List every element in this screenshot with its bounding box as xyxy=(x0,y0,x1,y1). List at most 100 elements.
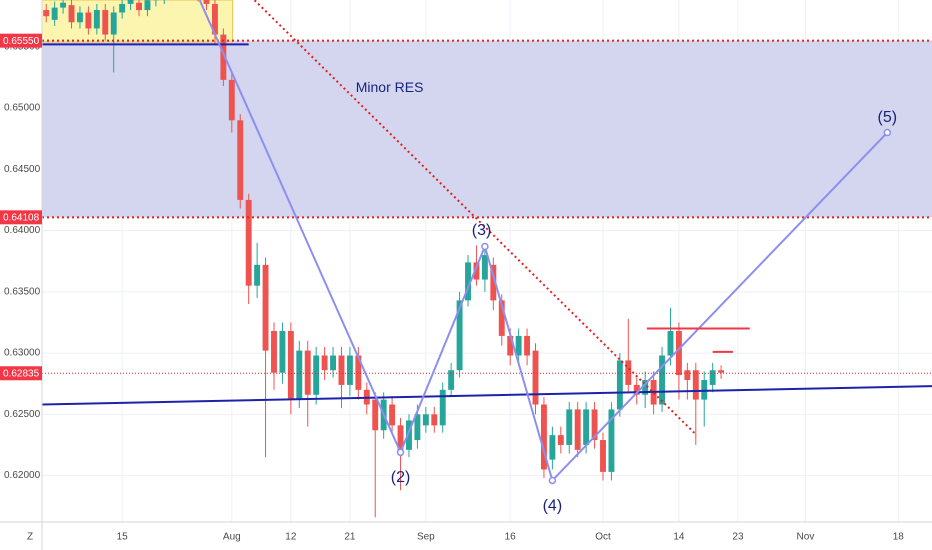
price-label-box xyxy=(0,366,42,381)
axis-icon: Z xyxy=(27,532,33,543)
x-tick-label: Nov xyxy=(797,532,815,543)
x-tick-label: Oct xyxy=(595,532,611,543)
annotation: (2) xyxy=(391,469,411,486)
candle-body xyxy=(279,331,286,373)
candle-body xyxy=(574,409,581,450)
candle-body xyxy=(85,12,92,29)
candle-body xyxy=(422,414,429,426)
candle-body xyxy=(431,414,438,426)
drawing-line xyxy=(42,385,932,406)
candle-body xyxy=(557,435,564,445)
price-label: 0.62835 xyxy=(3,368,40,379)
candle-body xyxy=(321,355,328,371)
candle-body xyxy=(507,335,514,356)
candle-body xyxy=(136,2,142,11)
candle-body xyxy=(346,355,353,385)
annotation: (4) xyxy=(543,497,563,514)
candle-body xyxy=(465,262,471,301)
candle-body xyxy=(625,360,632,385)
x-tick-label: 12 xyxy=(285,532,297,543)
wave-point xyxy=(883,128,892,137)
candle-body xyxy=(51,7,58,20)
candle-body xyxy=(406,420,412,450)
candle-body xyxy=(414,414,421,441)
price-label-box xyxy=(0,210,42,225)
candle-body xyxy=(456,300,463,371)
candle-body xyxy=(60,2,67,8)
candle-body xyxy=(211,3,218,35)
candle-body xyxy=(439,389,446,426)
candle-body xyxy=(355,355,362,390)
candle-body xyxy=(616,360,623,410)
candle-body xyxy=(271,331,277,373)
candle-body xyxy=(102,10,109,35)
candle-body xyxy=(330,355,336,371)
candle-body xyxy=(389,404,396,426)
candle-body xyxy=(203,0,210,4)
x-tick-label: 23 xyxy=(732,532,744,543)
candle-body xyxy=(524,335,531,356)
resistance-zone xyxy=(42,40,932,218)
candle-body xyxy=(287,331,294,400)
y-tick-label: 0.62000 xyxy=(4,470,41,481)
price-label: 0.65550 xyxy=(3,36,40,47)
candle-body xyxy=(144,0,151,11)
candle-body xyxy=(591,409,598,441)
candle-body xyxy=(245,199,252,286)
candle-body xyxy=(600,440,606,472)
price-label-box xyxy=(0,33,42,48)
candle-body xyxy=(659,355,665,405)
wave-point xyxy=(396,448,405,457)
candle-body xyxy=(701,380,708,400)
y-tick-label: 0.64000 xyxy=(4,225,41,236)
candle-body xyxy=(481,255,488,280)
candle-body xyxy=(228,79,235,121)
candle-body xyxy=(692,370,699,400)
price-label: 0.64108 xyxy=(3,212,40,223)
candle-body xyxy=(119,3,126,13)
x-tick-label: 21 xyxy=(344,532,356,543)
candle-body xyxy=(313,355,320,395)
candle-body xyxy=(549,435,556,460)
candle-body xyxy=(77,12,83,23)
candle-body xyxy=(684,370,691,381)
wave-point xyxy=(548,476,557,485)
candle-body xyxy=(220,34,227,80)
y-tick-label: 0.64500 xyxy=(4,164,41,175)
candle-body xyxy=(583,409,590,445)
x-tick-label: 14 xyxy=(673,532,685,543)
candle-body xyxy=(237,120,244,200)
candle-body xyxy=(667,331,674,356)
candle-body xyxy=(675,331,682,376)
wave-point xyxy=(481,242,489,251)
candle-body xyxy=(338,355,345,385)
candle-body xyxy=(254,264,261,286)
annotation: (5) xyxy=(878,109,898,126)
candle-body xyxy=(532,350,539,405)
candle-body xyxy=(448,370,455,390)
candle-body xyxy=(93,10,100,29)
candle-body xyxy=(608,409,615,472)
y-tick-label: 0.63000 xyxy=(4,348,41,359)
annotation: Minor RES xyxy=(356,79,424,95)
plot-area: Minor RES (2) (3) (4) (5) xyxy=(42,0,932,518)
candle-body xyxy=(566,409,573,445)
candle-body xyxy=(633,384,640,395)
candle-body xyxy=(498,300,505,336)
candle-body xyxy=(296,350,303,400)
drawing-line xyxy=(253,0,698,436)
candle-body xyxy=(43,10,50,17)
candle-body xyxy=(262,264,269,351)
candle-body xyxy=(127,0,134,4)
candle-body xyxy=(68,5,75,23)
axes: 0.62000 0.62500 0.63000 0.63500 0.64000 0.645… xyxy=(0,33,904,543)
y-tick-label: 0.63500 xyxy=(4,286,41,297)
candle-body xyxy=(397,425,404,450)
candle-body xyxy=(490,264,497,301)
candle-body xyxy=(372,399,379,431)
candle-body xyxy=(473,262,480,280)
candle-body xyxy=(304,350,311,395)
candle-body xyxy=(709,370,716,385)
x-tick-label: Aug xyxy=(223,532,241,543)
